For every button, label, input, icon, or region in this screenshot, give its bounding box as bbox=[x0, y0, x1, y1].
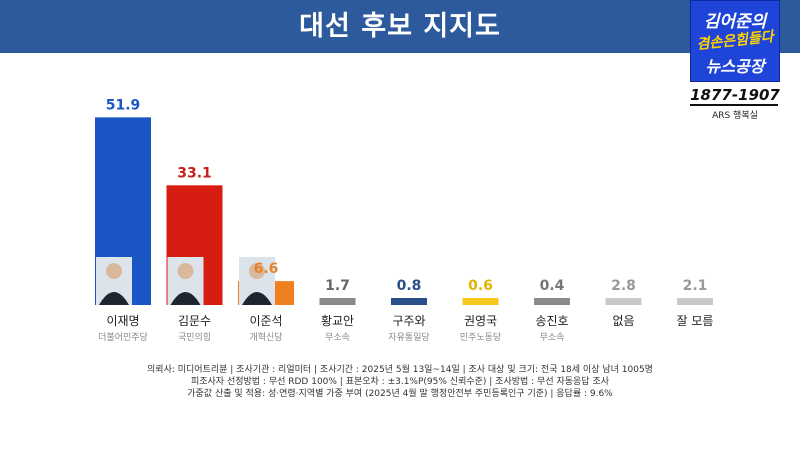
candidate-suit-2 bbox=[170, 292, 201, 305]
value-label-6: 0.6 bbox=[468, 278, 493, 294]
chart-title: 대선 후보 지지도 bbox=[299, 11, 501, 42]
category-label-2: 김문수 bbox=[178, 314, 211, 328]
ars-label: ARS 행복실 bbox=[712, 111, 758, 121]
party-label-7: 무소속 bbox=[540, 332, 565, 343]
value-label-2: 33.1 bbox=[177, 165, 212, 181]
category-label-9: 잘 모름 bbox=[677, 314, 714, 328]
bar-5 bbox=[391, 298, 427, 305]
footnote-line-2: 피조사자 선정방법 : 무선 RDD 100% | 표본오차 : ±3.1%P(… bbox=[190, 377, 610, 387]
category-label-3: 이준석 bbox=[249, 314, 282, 328]
category-label-8: 없음 bbox=[612, 314, 634, 328]
party-label-6: 민주노동당 bbox=[460, 332, 501, 343]
bar-9 bbox=[677, 298, 713, 305]
logo-line-3: 뉴스공장 bbox=[705, 57, 765, 76]
bar-6 bbox=[462, 298, 499, 305]
party-label-5: 자유통일당 bbox=[388, 332, 429, 343]
logo-line-1: 김어준의 bbox=[703, 12, 767, 32]
category-label-6: 권영국 bbox=[464, 314, 497, 328]
value-label-5: 0.8 bbox=[397, 278, 422, 294]
party-label-1: 더불어민주당 bbox=[98, 332, 148, 343]
value-label-8: 2.8 bbox=[611, 278, 636, 294]
category-label-7: 송진호 bbox=[535, 314, 568, 328]
candidate-suit-3 bbox=[242, 292, 272, 305]
candidate-face-3 bbox=[249, 263, 265, 279]
phone-underline bbox=[690, 104, 778, 106]
value-label-4: 1.7 bbox=[325, 278, 350, 294]
footnote-line-1: 의뢰사: 미디어트리뷴 | 조사기관 : 리얼미터 | 조사기간 : 2025년… bbox=[147, 365, 653, 375]
value-label-9: 2.1 bbox=[683, 278, 708, 294]
party-label-2: 국민의힘 bbox=[178, 332, 211, 343]
phone-number: 1877-1907 bbox=[690, 86, 780, 104]
candidate-suit-1 bbox=[99, 292, 129, 305]
party-label-3: 개혁신당 bbox=[249, 332, 282, 343]
survey-footnotes: 의뢰사: 미디어트리뷴 | 조사기관 : 리얼미터 | 조사기간 : 2025년… bbox=[0, 364, 800, 400]
candidate-face-1 bbox=[106, 263, 122, 279]
category-label-5: 구주와 bbox=[392, 314, 425, 328]
value-label-3: 6.6 bbox=[254, 261, 279, 277]
bar-4 bbox=[319, 298, 356, 305]
candidate-face-2 bbox=[177, 263, 194, 279]
header-bar: 대선 후보 지지도 % bbox=[0, 0, 800, 53]
bar-7 bbox=[534, 298, 570, 305]
bar-8 bbox=[605, 298, 642, 305]
party-label-4: 무소속 bbox=[325, 332, 350, 343]
show-logo: 김어준의 겸손은힘들다 뉴스공장 bbox=[690, 0, 780, 82]
category-label-1: 이재명 bbox=[106, 314, 139, 328]
value-label-1: 51.9 bbox=[106, 97, 141, 113]
value-label-7: 0.4 bbox=[540, 278, 565, 294]
category-label-4: 황교안 bbox=[321, 314, 354, 328]
footnote-line-3: 가중값 산출 및 적용: 성·연령·지역별 가중 부여 (2025년 4월 말 … bbox=[187, 389, 613, 399]
